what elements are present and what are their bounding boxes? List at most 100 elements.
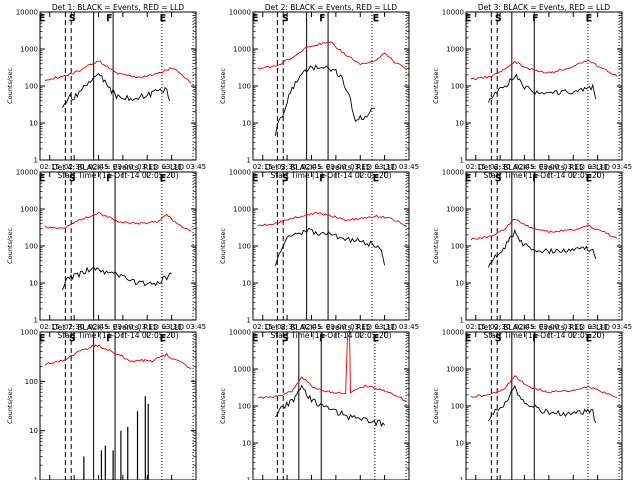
phase-marker-label: E — [160, 174, 166, 184]
phase-marker-label: F — [533, 14, 538, 24]
plot-title: Det 4: BLACK = Events, RED = LLD — [52, 163, 184, 172]
x-tick-label: 02:15 — [40, 323, 60, 331]
x-tick-label: 03:30 — [375, 323, 395, 331]
y-tick-label: 10 — [455, 280, 464, 288]
y-axis-label: Counts/sec — [219, 388, 227, 424]
y-axis-label: Counts/sec — [219, 68, 227, 104]
y-tick-label: 10 — [242, 120, 251, 128]
y-tick-label: 10 — [29, 280, 38, 288]
lld-rate-line — [257, 330, 407, 402]
phase-marker-label: E — [252, 334, 258, 344]
y-tick-label: 1000 — [20, 329, 38, 337]
phase-marker-label: F — [320, 334, 325, 344]
lld-rate-line — [257, 211, 407, 227]
y-tick-label: 1000 — [446, 46, 464, 54]
event-rate-line — [62, 72, 171, 109]
y-tick-label: 10 — [455, 120, 464, 128]
y-tick-label: 1000 — [20, 206, 38, 214]
x-tick-label: 02:30 — [490, 323, 510, 331]
phase-marker-label: S — [69, 334, 75, 344]
x-tick-label: 03:45 — [399, 163, 419, 171]
plot-title: Det 6: BLACK = Events, RED = LLD — [478, 163, 610, 172]
x-tick-label: 02:15 — [40, 163, 60, 171]
phase-marker-label: F — [107, 14, 112, 24]
y-tick-label: 1000 — [233, 46, 251, 54]
phase-marker-label: S — [282, 174, 288, 184]
lld-rate-line — [44, 344, 192, 370]
phase-marker-label: E — [586, 174, 592, 184]
phase-marker-label: E — [465, 14, 471, 24]
y-tick-label: 100 — [238, 83, 251, 91]
phase-marker-label: S — [69, 14, 75, 24]
lld-rate-line — [470, 375, 618, 398]
y-tick-label: 100 — [451, 243, 464, 251]
phase-marker-label: F — [533, 174, 538, 184]
x-tick-label: 03:15 — [563, 323, 583, 331]
phase-marker-label: E — [39, 174, 45, 184]
x-tick-label: 03:00 — [113, 163, 133, 171]
x-tick-label: 02:45 — [301, 323, 321, 331]
y-tick-label: 1000 — [233, 206, 251, 214]
y-tick-label: 10 — [29, 120, 38, 128]
y-tick-label: 100 — [238, 243, 251, 251]
plot-title: Det 2: BLACK = Events, RED = LLD — [265, 3, 397, 12]
phase-marker-label: E — [39, 14, 45, 24]
y-tick-label: 1 — [34, 477, 38, 480]
x-tick-label: 02:30 — [277, 163, 297, 171]
y-axis-label: Counts/sec — [432, 388, 440, 424]
event-rate-line — [274, 227, 386, 266]
phase-marker-label: E — [373, 334, 379, 344]
lld-rate-line — [44, 60, 192, 84]
y-tick-label: 10000 — [16, 169, 38, 177]
plot-title: Det 3: BLACK = Events, RED = LLD — [478, 3, 610, 12]
y-tick-label: 1 — [460, 317, 464, 325]
y-tick-label: 1000 — [446, 206, 464, 214]
phase-marker-label: F — [320, 174, 325, 184]
x-tick-label: 02:45 — [88, 163, 108, 171]
x-tick-label: 02:45 — [88, 323, 108, 331]
phase-marker-label: E — [373, 14, 379, 24]
plot-frame — [465, 331, 623, 480]
phase-marker-label: E — [373, 174, 379, 184]
x-axis-label: Start Time (11-Oct-14 02:05:20) — [270, 171, 391, 180]
y-tick-label: 10000 — [442, 169, 464, 177]
plot-frame — [252, 11, 410, 161]
x-tick-label: 03:45 — [612, 163, 632, 171]
lld-rate-line — [44, 211, 192, 232]
y-tick-label: 1 — [34, 157, 38, 165]
phase-marker-label: E — [586, 334, 592, 344]
x-tick-label: 03:45 — [186, 323, 206, 331]
x-tick-label: 03:45 — [186, 163, 206, 171]
phase-marker-label: E — [252, 174, 258, 184]
phase-marker-label: F — [533, 334, 538, 344]
y-tick-label: 10 — [242, 440, 251, 448]
y-tick-label: 10000 — [229, 329, 251, 337]
y-tick-label: 1 — [247, 157, 251, 165]
x-tick-label: 02:15 — [466, 323, 486, 331]
y-axis-label: Counts/sec — [432, 228, 440, 264]
plot-title: Det 8: BLACK = Events, RED = LLD — [265, 323, 397, 332]
phase-marker-label: S — [495, 334, 501, 344]
y-tick-label: 10000 — [442, 329, 464, 337]
phase-marker-label: E — [586, 14, 592, 24]
y-tick-label: 100 — [25, 243, 38, 251]
phase-marker-label: E — [252, 14, 258, 24]
detector-panel: 11010010001000002:1502:3002:4503:0003:15… — [432, 323, 623, 480]
lld-rate-line — [470, 218, 618, 241]
x-tick-label: 02:30 — [64, 323, 84, 331]
event-rate-line — [487, 73, 597, 103]
lld-rate-line — [470, 59, 618, 81]
y-tick-label: 1 — [247, 477, 251, 480]
x-tick-label: 02:45 — [301, 163, 321, 171]
y-tick-label: 1 — [34, 317, 38, 325]
x-tick-label: 03:30 — [162, 163, 182, 171]
plot-title: Det 9: BLACK = Events, RED = LLD — [478, 323, 610, 332]
x-tick-label: 03:45 — [399, 323, 419, 331]
y-tick-label: 10000 — [442, 9, 464, 17]
lld-rate-line — [257, 41, 407, 70]
y-tick-label: 10000 — [229, 9, 251, 17]
y-tick-label: 1000 — [20, 46, 38, 54]
y-tick-label: 1 — [460, 157, 464, 165]
